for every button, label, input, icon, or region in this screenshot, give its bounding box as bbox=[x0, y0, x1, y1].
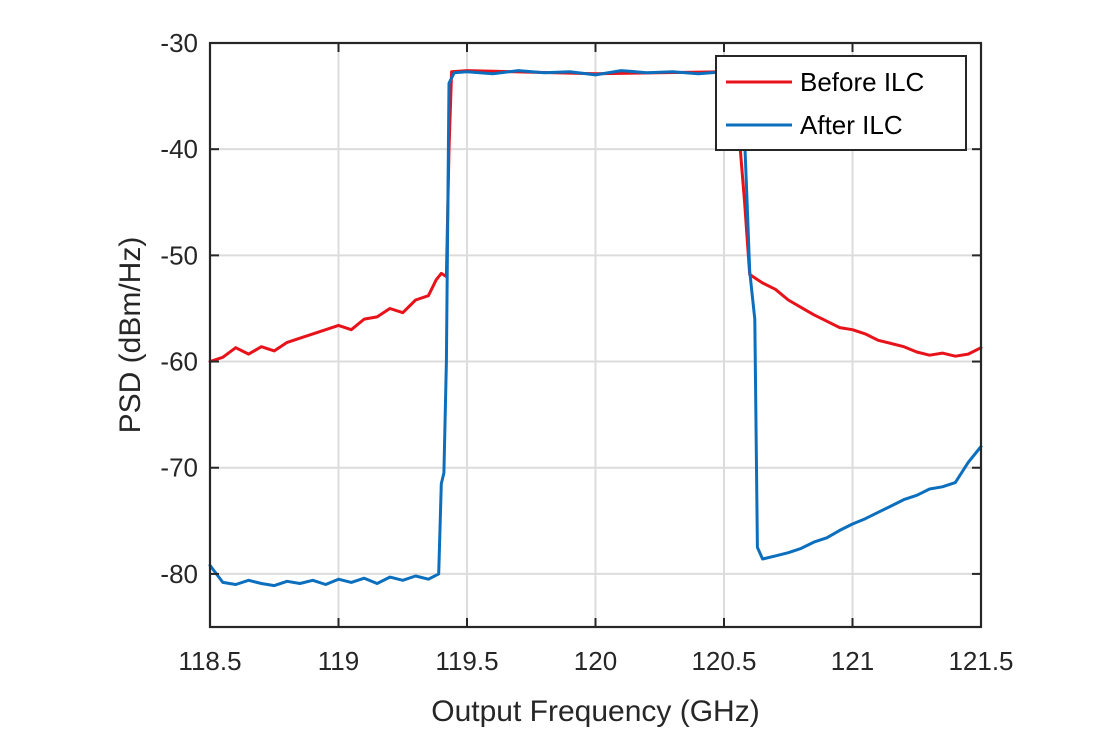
y-tick-label: -70 bbox=[160, 453, 198, 483]
series-line-1 bbox=[208, 69, 983, 588]
x-tick-label: 120.5 bbox=[691, 646, 756, 676]
y-axis-label: PSD (dBm/Hz) bbox=[114, 237, 147, 434]
x-tick-label: 119.5 bbox=[435, 646, 498, 676]
y-tick-label: -30 bbox=[160, 28, 198, 58]
series-layer bbox=[208, 69, 983, 588]
legend-box bbox=[715, 55, 967, 151]
x-tick-label: 121.5 bbox=[948, 646, 1013, 676]
legend: Before ILC After ILC bbox=[715, 55, 967, 151]
x-axis-label: Output Frequency (GHz) bbox=[431, 695, 759, 728]
y-tick-label: -60 bbox=[160, 347, 198, 377]
y-tick-label: -80 bbox=[160, 559, 198, 589]
legend-label-0: Before ILC bbox=[800, 67, 924, 97]
legend-label-1: After ILC bbox=[800, 110, 903, 140]
x-tick-label: 118.5 bbox=[178, 646, 241, 676]
ticks: 118.5 119 119.5 120 120.5 121 121.5 -80 -70 -60 -5… bbox=[160, 28, 1013, 676]
x-tick-label: 120 bbox=[574, 646, 617, 676]
x-tick-label: 119 bbox=[318, 646, 359, 676]
x-tick-label: 121 bbox=[831, 646, 874, 676]
y-tick-label: -50 bbox=[160, 240, 198, 270]
y-tick-label: -40 bbox=[160, 134, 198, 164]
